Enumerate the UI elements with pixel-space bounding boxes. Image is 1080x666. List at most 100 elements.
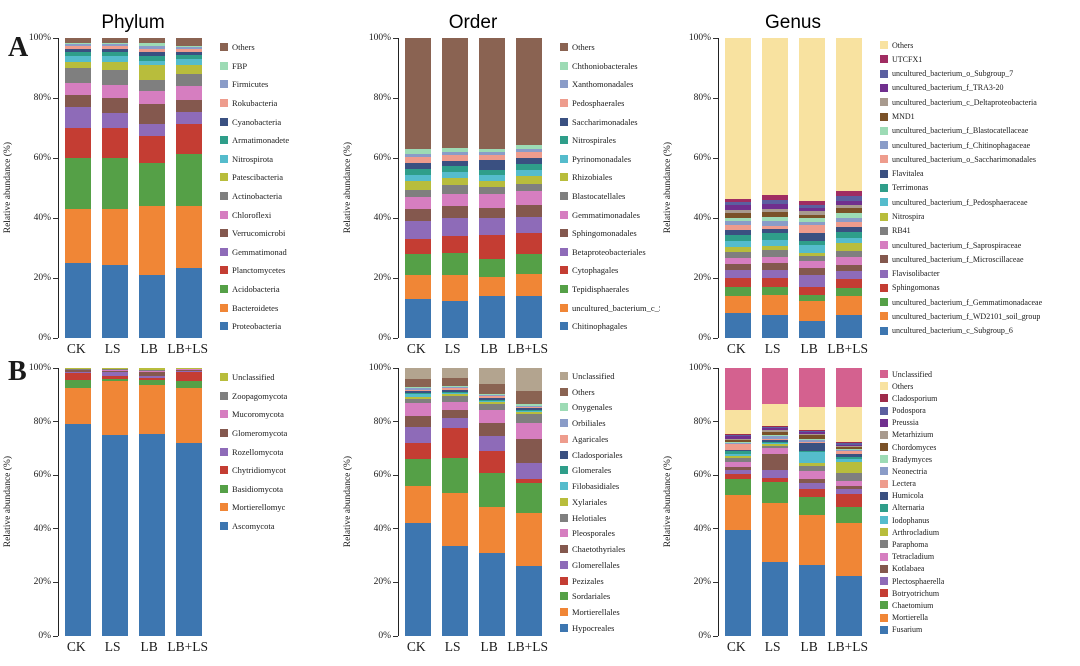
- legend-label: Others: [232, 42, 255, 53]
- bar-segment: [799, 451, 826, 453]
- bar-segment: [479, 472, 506, 508]
- bar-segment: [139, 375, 166, 378]
- legend-label: Firmicutes: [232, 79, 269, 90]
- legend-label: Nitrospirales: [572, 135, 616, 146]
- bar-segment: [516, 412, 543, 414]
- bar-segment: [139, 385, 166, 434]
- bar-segment: [139, 372, 166, 376]
- legend-swatch: [560, 560, 568, 569]
- legend-swatch: [220, 136, 228, 145]
- legend-swatch: [880, 112, 888, 121]
- legend-label: Lectera: [892, 479, 916, 489]
- bar-segment: [799, 440, 826, 442]
- legend-item: Verrucomicrobi: [220, 224, 340, 243]
- legend-label: Betaproteobacteriales: [572, 246, 646, 257]
- bar-slot: [399, 368, 436, 636]
- legend-swatch: [220, 484, 228, 493]
- bar-segment: [101, 375, 128, 379]
- x-axis-labels: CK LS LB LB+LS: [58, 338, 208, 360]
- bar-segment: [799, 217, 826, 223]
- bar-segment: [404, 197, 431, 209]
- bar-segment: [176, 51, 203, 55]
- bar-segment: [724, 263, 751, 271]
- bar-segment: [724, 246, 751, 252]
- bar-segment: [836, 575, 863, 636]
- y-tick-mark: [393, 157, 398, 159]
- y-tick-label: 40%: [373, 523, 391, 534]
- bar-segment: [139, 433, 166, 636]
- category-label: LB: [140, 341, 158, 356]
- bar-segment: [479, 207, 506, 218]
- bar-segment: [101, 370, 128, 373]
- category-label: LB+LS: [507, 639, 548, 654]
- bar-segment: [479, 276, 506, 296]
- legend-item: Nitrospirales: [560, 131, 660, 150]
- bar-segment: [441, 396, 468, 402]
- bar-segment: [479, 402, 506, 405]
- panel-label-a: A: [8, 32, 29, 63]
- legend-item: Others: [880, 380, 1080, 392]
- bar-segment: [836, 507, 863, 524]
- bar-segment: [799, 433, 826, 436]
- bar-segment: [761, 445, 788, 449]
- bar-segment: [404, 162, 431, 169]
- legend-swatch: [880, 455, 888, 464]
- legend-item: Glomerellales: [560, 557, 660, 573]
- bar-segment: [836, 453, 863, 457]
- legend-label: Agaricales: [572, 433, 609, 444]
- bar-segment: [761, 368, 788, 405]
- chart-b-genus: Relative abundance (%) 0% 20% 40% 60% 80% 100…: [660, 360, 1080, 658]
- y-tick-label: 20%: [693, 273, 711, 283]
- bar-segment: [441, 388, 468, 391]
- bar-segment: [799, 496, 826, 516]
- bar-segment: [441, 185, 468, 194]
- bar-segment: [761, 435, 788, 437]
- bar-segment: [479, 170, 506, 175]
- bar-slot: [756, 38, 793, 338]
- bar-segment: [836, 472, 863, 481]
- legend-label: uncultured_bacterium_f_TRA3-20: [892, 83, 1004, 93]
- bar-segment: [516, 233, 543, 254]
- bar-slot: [831, 38, 868, 338]
- bar-slot: [134, 38, 171, 338]
- category-label: LB: [800, 341, 818, 356]
- panel-row-a: Phylum Relative abundance (%) 0% 20% 40% 60…: [0, 12, 1080, 360]
- stacked-bar-CK: [64, 368, 91, 636]
- bar-segment: [799, 407, 826, 430]
- bar-segment: [799, 441, 826, 444]
- legend-swatch: [560, 497, 568, 506]
- bar-segment: [836, 407, 863, 442]
- bar-segment: [761, 250, 788, 257]
- legend-swatch: [880, 312, 888, 321]
- legend-item: Mortierella: [880, 611, 1080, 623]
- bar-segment: [724, 199, 751, 203]
- legend-swatch: [560, 173, 568, 182]
- bar-segment: [724, 240, 751, 247]
- x-axis-labels: CK LS LB LB+LS: [398, 636, 548, 658]
- bar-segment: [101, 372, 128, 376]
- category-label: LS: [764, 639, 781, 654]
- legend-item: Nitrospira: [880, 209, 1080, 223]
- y-tick-mark: [53, 37, 58, 39]
- bar-segment: [101, 158, 128, 209]
- bar-segment: [761, 436, 788, 440]
- legend-swatch: [220, 229, 228, 238]
- legend-label: Sordariales: [572, 591, 611, 602]
- bar-segment: [799, 268, 826, 275]
- legend-swatch: [220, 285, 228, 294]
- bar-segment: [799, 452, 826, 464]
- legend-label: Rozellomycota: [232, 446, 284, 457]
- legend-label: Armatimonadete: [232, 135, 290, 146]
- y-tick-label: 80%: [693, 416, 711, 427]
- bar-segment: [101, 84, 128, 98]
- legend-swatch: [560, 387, 568, 396]
- legend-item: Kotlabaea: [880, 563, 1080, 575]
- bar-segment: [761, 432, 788, 436]
- bar-segment: [404, 523, 431, 636]
- legend-label: Preussia: [892, 418, 919, 428]
- bar-segment: [724, 439, 751, 441]
- category-label: CK: [726, 341, 746, 356]
- legend-item: Cladosporiales: [560, 447, 660, 463]
- legend-label: Nitrospirota: [232, 153, 274, 164]
- legend-swatch: [880, 41, 888, 50]
